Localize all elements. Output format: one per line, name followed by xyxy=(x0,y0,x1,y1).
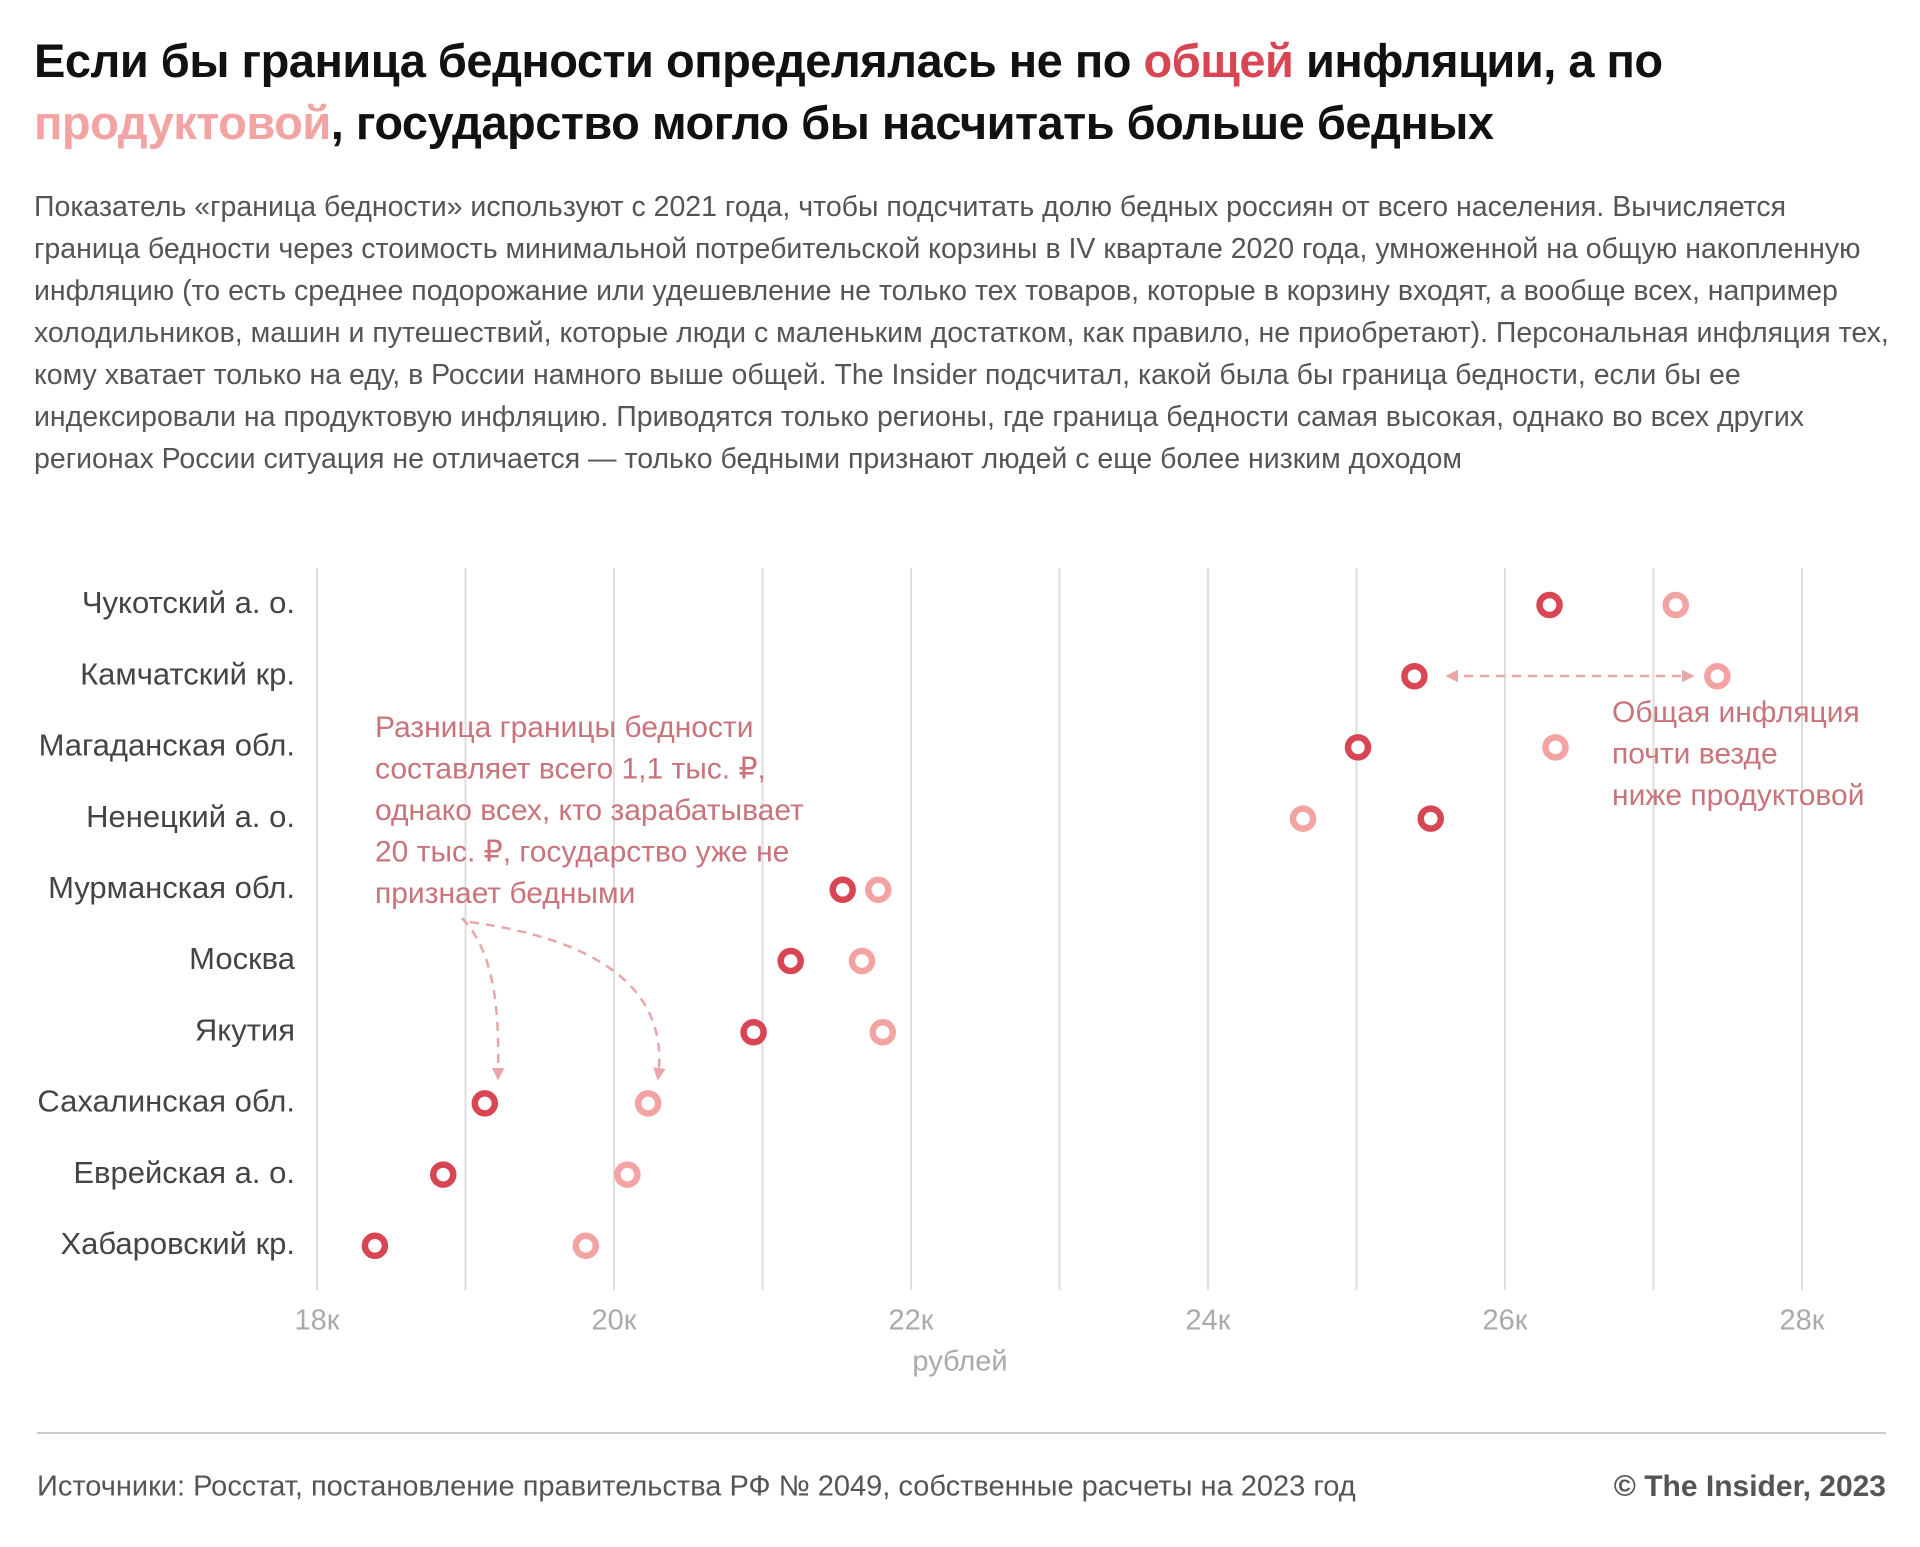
dot xyxy=(634,1090,662,1117)
x-tick-label: 28к xyxy=(1780,1305,1825,1337)
chart-title: Если бы граница бедности определялась не… xyxy=(34,30,1894,154)
dot xyxy=(1536,591,1563,619)
x-axis-label: рублей xyxy=(912,1346,1007,1378)
title-part: инфляции, а по xyxy=(1293,34,1663,87)
dot xyxy=(429,1161,457,1188)
dot xyxy=(869,1018,897,1046)
dot xyxy=(1417,805,1444,832)
legend-entry: продуктовой xyxy=(34,96,331,149)
dot xyxy=(1401,662,1428,690)
dot xyxy=(572,1232,600,1260)
copyright: © The Insider, 2023 xyxy=(1614,1470,1886,1503)
y-tick-label: Еврейская а. о. xyxy=(73,1155,295,1190)
y-tick-label: Ненецкий а. о. xyxy=(86,799,295,834)
annotation-arrow xyxy=(469,920,666,1081)
annotation: 20 тыс. ₽, государство уже не xyxy=(375,835,789,868)
chart-subtitle: Показатель «граница бедности» используют… xyxy=(34,191,1889,475)
y-tick-label: Якутия xyxy=(195,1012,295,1047)
y-tick-label: Чукотский а. о. xyxy=(82,585,295,620)
x-tick-label: 20к xyxy=(592,1305,637,1337)
y-tick-label: Сахалинская обл. xyxy=(37,1084,295,1119)
source: Источники: Росстат, постановление правит… xyxy=(37,1471,1356,1503)
annotation: Общая инфляция xyxy=(1612,696,1860,729)
dot xyxy=(361,1232,389,1260)
title-part: Если бы граница бедности определялась не… xyxy=(34,34,1144,87)
annotation: Разница границы бедности xyxy=(375,711,754,744)
dot xyxy=(1704,662,1731,690)
y-tick-label: Мурманская обл. xyxy=(48,870,295,905)
dot xyxy=(1344,734,1372,761)
dot xyxy=(614,1161,641,1188)
y-tick-label: Камчатский кр. xyxy=(80,656,295,691)
annotation: признает бедными xyxy=(375,877,635,910)
dot xyxy=(471,1090,499,1117)
annotation: ниже продуктовой xyxy=(1612,779,1864,812)
x-tick-label: 26к xyxy=(1483,1305,1528,1337)
dot xyxy=(1662,591,1690,619)
title-part: , государство могло бы насчитать больше … xyxy=(330,96,1494,149)
dot xyxy=(777,947,804,975)
dot xyxy=(1289,805,1317,832)
legend-entry: общей xyxy=(1143,34,1294,87)
dot xyxy=(848,947,876,975)
annotation: однако всех, кто зарабатывает xyxy=(375,794,804,827)
y-tick-label: Москва xyxy=(189,941,296,976)
dot xyxy=(829,876,856,904)
x-tick-label: 24к xyxy=(1186,1305,1231,1337)
x-tick-label: 18к xyxy=(295,1305,340,1337)
x-tick-label: 22к xyxy=(889,1305,934,1337)
y-tick-label: Магаданская обл. xyxy=(39,728,295,763)
y-tick-label: Хабаровский кр. xyxy=(60,1226,295,1261)
dot xyxy=(740,1018,767,1046)
annotation-arrow xyxy=(461,917,505,1081)
annotation: почти везде xyxy=(1612,737,1778,770)
annotation: составляет всего 1,1 тыс. ₽, xyxy=(375,752,766,785)
dot xyxy=(1542,734,1569,761)
dot xyxy=(865,876,892,904)
